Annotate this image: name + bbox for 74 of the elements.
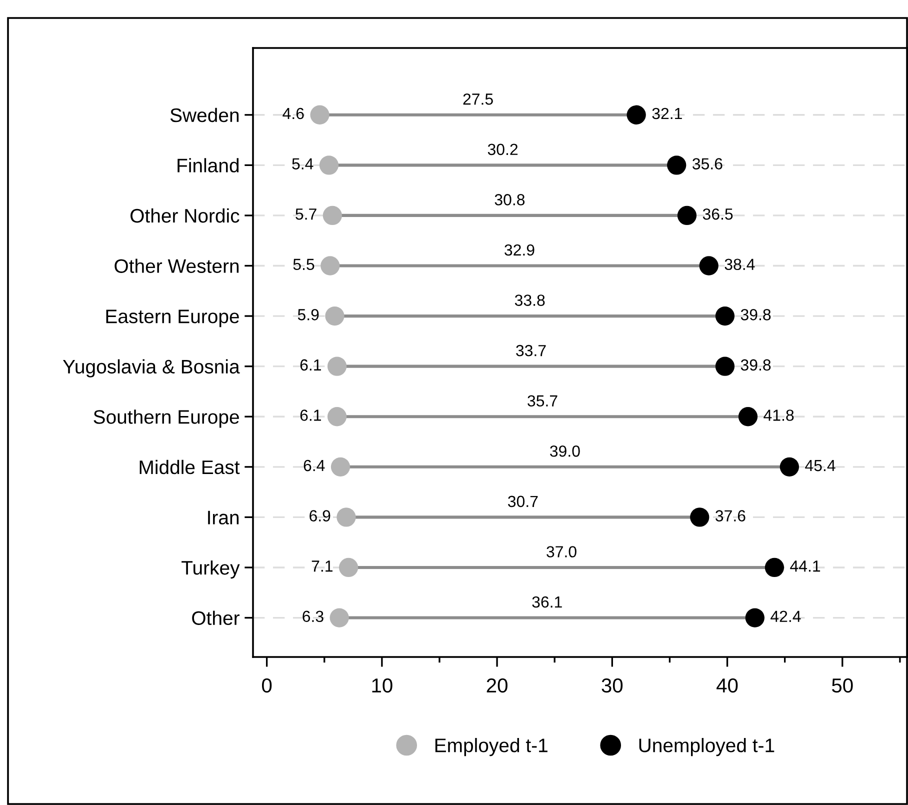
point bbox=[738, 407, 758, 426]
x-tick-label: 20 bbox=[486, 678, 508, 693]
data-label: 39.8 bbox=[740, 309, 771, 320]
data-label: 6.3 bbox=[302, 610, 324, 622]
x-tick-label: 0 bbox=[262, 678, 272, 693]
data-label: 5.5 bbox=[293, 258, 314, 270]
point bbox=[310, 105, 330, 124]
point bbox=[325, 306, 344, 326]
annotation: 37.0 bbox=[546, 546, 576, 558]
y-tick-label: Southern Europe bbox=[94, 410, 239, 428]
y-tick-label: Turkey bbox=[182, 560, 240, 579]
legend-label: Unemployed t-1 bbox=[639, 738, 774, 756]
data-label: 41.8 bbox=[764, 410, 794, 421]
annotation: 39.0 bbox=[550, 445, 580, 457]
data-label: 32.1 bbox=[652, 108, 682, 120]
y-tick-label: Eastern Europe bbox=[106, 310, 239, 328]
point bbox=[699, 256, 718, 276]
data-label: 6.4 bbox=[304, 460, 325, 472]
y-tick-label: Yugoslavia & Bosnia bbox=[62, 359, 240, 378]
point bbox=[336, 508, 356, 527]
annotation: 30.8 bbox=[494, 194, 525, 206]
x-tick-label: 10 bbox=[372, 678, 392, 693]
annotation: 33.8 bbox=[514, 294, 545, 306]
data-label: 7.1 bbox=[312, 560, 332, 572]
annotation: 30.2 bbox=[488, 144, 518, 156]
x-tick-label: 30 bbox=[602, 678, 623, 693]
point bbox=[780, 457, 800, 476]
point bbox=[330, 457, 350, 476]
data-label: 5.4 bbox=[292, 158, 314, 170]
data-label: 4.6 bbox=[282, 108, 304, 120]
point bbox=[327, 356, 347, 376]
data-label: 38.4 bbox=[724, 258, 755, 270]
data-label: 36.5 bbox=[702, 208, 733, 220]
data-label: 6.1 bbox=[300, 410, 321, 421]
x-tick-label: 40 bbox=[716, 678, 738, 693]
data-label: 6.1 bbox=[300, 359, 321, 371]
annotation: 32.9 bbox=[504, 244, 534, 256]
annotation: 35.7 bbox=[528, 395, 558, 407]
annotation: 30.7 bbox=[508, 496, 538, 508]
annotation: 36.1 bbox=[532, 596, 562, 608]
legend-label: Employed t-1 bbox=[435, 738, 548, 756]
y-tick-label: Middle East bbox=[140, 460, 240, 474]
point bbox=[626, 105, 646, 124]
point bbox=[667, 156, 686, 175]
data-label: 44.1 bbox=[790, 560, 820, 572]
point bbox=[322, 206, 342, 226]
point bbox=[764, 558, 784, 578]
point bbox=[677, 206, 697, 226]
y-tick-label: Iran bbox=[208, 510, 239, 524]
point bbox=[690, 508, 710, 527]
point bbox=[338, 558, 358, 578]
annotation: 27.5 bbox=[463, 93, 493, 105]
point bbox=[327, 407, 347, 426]
y-tick-label: Finland bbox=[178, 158, 239, 172]
data-label: 37.6 bbox=[716, 510, 746, 522]
data-label: 5.7 bbox=[296, 208, 316, 220]
annotation: 33.7 bbox=[516, 344, 546, 356]
y-tick-label: Other Nordic bbox=[130, 208, 240, 223]
data-label: 35.6 bbox=[692, 158, 722, 170]
y-tick-label: Other bbox=[192, 610, 240, 626]
point bbox=[330, 608, 349, 628]
data-label: 42.4 bbox=[770, 610, 801, 622]
data-label: 45.4 bbox=[805, 460, 836, 472]
x-tick-label: 50 bbox=[832, 678, 853, 693]
data-label: 39.8 bbox=[740, 359, 771, 371]
data-label: 5.9 bbox=[298, 309, 319, 320]
y-tick-label: Other Western bbox=[114, 258, 239, 273]
point bbox=[320, 256, 340, 276]
y-tick-label: Sweden bbox=[170, 108, 239, 122]
point bbox=[319, 156, 339, 175]
point bbox=[715, 306, 735, 326]
point bbox=[715, 356, 735, 376]
data-label: 6.9 bbox=[310, 510, 330, 522]
point bbox=[745, 608, 764, 628]
